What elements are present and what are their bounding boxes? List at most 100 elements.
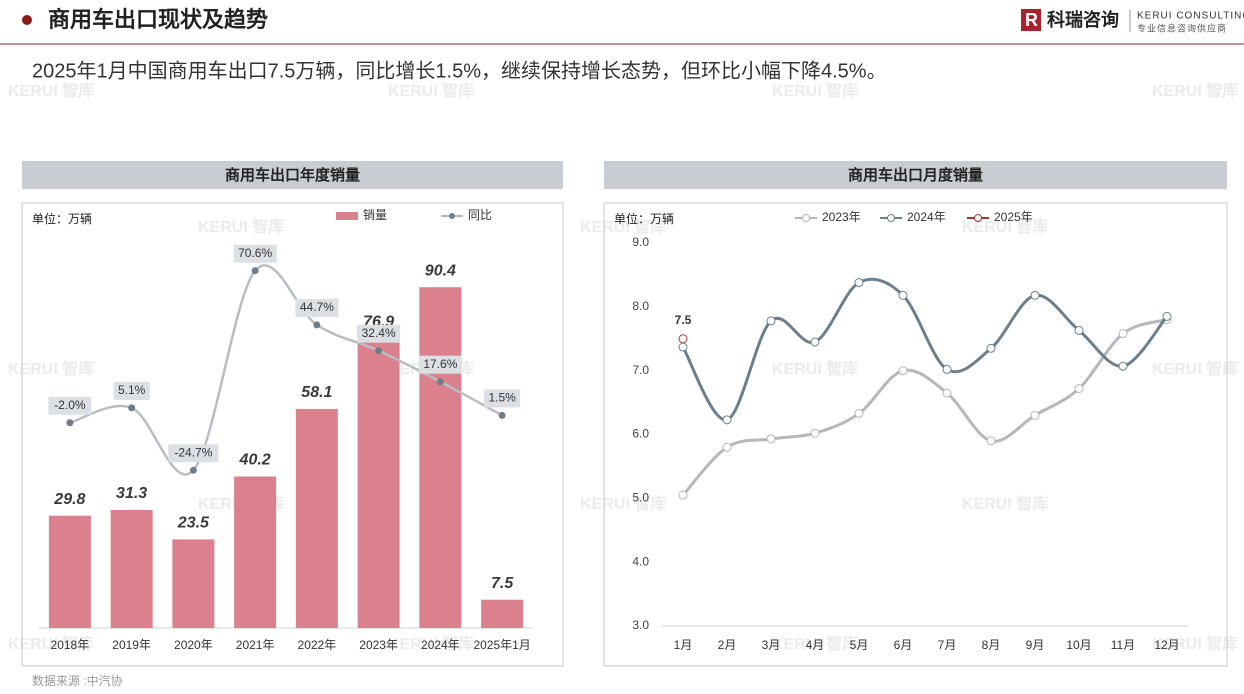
- x-tick-label: 2024年: [421, 638, 460, 652]
- title-bullet: [22, 15, 32, 25]
- x-tick-label: 2019年: [112, 638, 151, 652]
- line-marker: [722, 415, 732, 425]
- line-marker: [375, 347, 383, 355]
- data-label: 1.5%: [488, 391, 516, 405]
- bar: [172, 539, 215, 628]
- watermark: KERUI 智库: [1152, 81, 1238, 100]
- watermark: KERUI 智库: [8, 81, 94, 100]
- watermark: KERUI 智库: [772, 359, 858, 378]
- watermark: KERUI 智库: [962, 494, 1048, 513]
- y-tick-label: 5.0: [632, 491, 649, 505]
- line-marker: [1074, 325, 1084, 335]
- bar-label: 58.1: [301, 384, 332, 401]
- line-marker: [854, 278, 864, 288]
- logo-letter: R: [1025, 10, 1038, 30]
- label-bg: [233, 244, 277, 263]
- line: [681, 277, 1169, 422]
- data-label: 32.4%: [362, 326, 396, 340]
- line-marker: [1030, 410, 1040, 420]
- watermark: KERUI 智库: [388, 81, 474, 100]
- data-label: 70.6%: [238, 246, 272, 260]
- line: [681, 318, 1168, 497]
- x-tick-label: 11月: [1111, 638, 1135, 652]
- label-bg: [168, 444, 219, 463]
- x-tick-label: 1月: [674, 638, 693, 652]
- watermark: KERUI 智库: [962, 217, 1048, 236]
- line-marker: [898, 366, 908, 376]
- data-label: 17.6%: [423, 357, 457, 371]
- bar-label: 23.5: [177, 515, 210, 532]
- x-tick-label: 10月: [1066, 638, 1091, 652]
- chart-title-bar: [604, 161, 1227, 189]
- watermark: KERUI 智库: [772, 634, 858, 653]
- label-bg: [357, 324, 401, 343]
- line-marker: [678, 334, 688, 344]
- x-tick-label: 2025年1月: [473, 638, 530, 652]
- legend-label: 同比: [468, 208, 492, 222]
- line-marker: [766, 316, 776, 326]
- legend-label: 2025年: [994, 210, 1033, 224]
- legend-label: 2024年: [907, 210, 946, 224]
- line-marker: [66, 419, 74, 427]
- y-tick-label: 4.0: [632, 554, 649, 568]
- line-marker: [1074, 384, 1084, 394]
- line-marker: [766, 434, 776, 444]
- data-label: 7.5: [675, 313, 692, 327]
- x-tick-label: 2018年: [51, 638, 90, 652]
- y-tick-label: 9.0: [632, 235, 649, 249]
- logo-icon: [1021, 9, 1041, 31]
- legend-marker: [887, 214, 895, 222]
- legend-marker: [449, 213, 455, 219]
- brand-sub: 专业信息咨询供应商: [1137, 22, 1227, 33]
- line-marker: [678, 342, 688, 352]
- line-marker: [942, 388, 952, 398]
- x-tick-label: 2021年: [236, 638, 275, 652]
- line-marker: [128, 404, 136, 412]
- data-label: -24.7%: [174, 445, 212, 459]
- bar: [234, 476, 277, 628]
- legend-swatch: [336, 212, 358, 220]
- bar: [110, 509, 153, 628]
- line-marker: [898, 290, 908, 300]
- watermark: KERUI 智库: [580, 494, 666, 513]
- legend-label: 销量: [363, 208, 387, 222]
- legend-label: 2023年: [822, 210, 861, 224]
- unit-label: 单位：万辆: [614, 211, 674, 226]
- label-bg: [48, 396, 92, 415]
- line-marker: [1118, 361, 1128, 371]
- source: 数据来源 :中汽协: [32, 673, 123, 688]
- bar: [295, 408, 338, 628]
- bar-label: 40.2: [239, 452, 271, 469]
- brand-en: KERUI CONSULTING: [1137, 11, 1244, 22]
- x-tick-label: 8月: [982, 638, 1001, 652]
- line-marker: [1030, 290, 1040, 300]
- bar: [48, 515, 91, 628]
- line-marker: [942, 364, 952, 374]
- line-marker: [313, 321, 321, 329]
- data-label: -2.0%: [54, 398, 86, 412]
- watermark: KERUI 智库: [8, 634, 94, 653]
- y-tick-label: 8.0: [632, 299, 649, 313]
- watermark: KERUI 智库: [772, 81, 858, 100]
- y-tick-label: 3.0: [632, 618, 649, 632]
- x-tick-label: 6月: [894, 638, 913, 652]
- watermark: KERUI 智库: [388, 634, 474, 653]
- label-bg: [484, 389, 521, 408]
- bar-label: 90.4: [425, 262, 456, 279]
- watermark: KERUI 智库: [198, 217, 284, 236]
- unit-label: 单位：万辆: [32, 211, 92, 226]
- line-marker: [678, 490, 688, 500]
- x-tick-label: 2023年: [359, 638, 398, 652]
- watermark: KERUI 智库: [1152, 359, 1238, 378]
- x-tick-label: 2020年: [174, 638, 213, 652]
- data-label: 44.7%: [300, 300, 334, 314]
- x-tick-label: 3月: [762, 638, 781, 652]
- line-marker: [498, 411, 506, 419]
- x-tick-label: 12月: [1154, 638, 1179, 652]
- chart-frame: [21, 202, 564, 667]
- watermark: KERUI 智库: [8, 359, 94, 378]
- watermark: KERUI 智库: [1152, 634, 1238, 653]
- y-tick-label: 6.0: [632, 427, 649, 441]
